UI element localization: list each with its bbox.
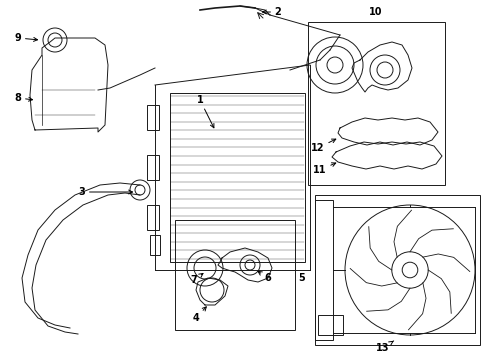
Text: 2: 2 — [263, 7, 281, 17]
Text: 1: 1 — [196, 95, 214, 128]
Bar — [318, 315, 343, 335]
Bar — [147, 205, 159, 230]
Text: 11: 11 — [313, 163, 336, 175]
Text: 3: 3 — [78, 187, 132, 197]
Bar — [170, 93, 305, 262]
Text: 13: 13 — [376, 341, 393, 353]
Text: 6: 6 — [258, 271, 271, 283]
Bar — [315, 200, 333, 340]
Bar — [315, 195, 480, 345]
Bar — [175, 220, 295, 330]
Text: 9: 9 — [15, 33, 38, 43]
Text: 7: 7 — [191, 274, 203, 285]
Bar — [147, 105, 159, 130]
Text: 12: 12 — [311, 139, 336, 153]
Bar — [308, 22, 445, 185]
Bar — [147, 155, 159, 180]
Text: 8: 8 — [15, 93, 32, 103]
Bar — [150, 235, 160, 255]
Text: 10: 10 — [369, 7, 383, 17]
Text: 4: 4 — [193, 307, 206, 323]
Text: 5: 5 — [298, 273, 305, 283]
